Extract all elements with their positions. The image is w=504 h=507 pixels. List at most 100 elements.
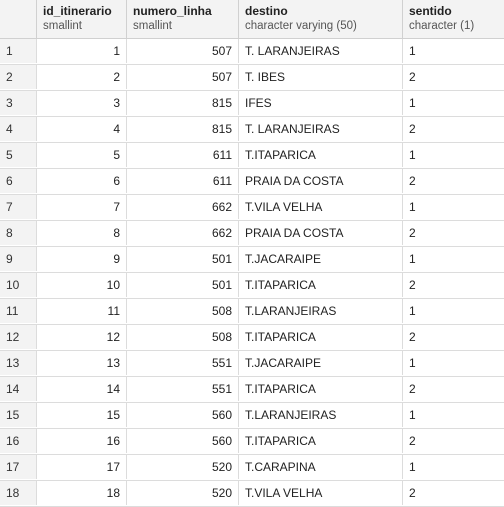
row-number[interactable]: 10 bbox=[0, 273, 37, 297]
row-number[interactable]: 11 bbox=[0, 299, 37, 323]
row-number[interactable]: 17 bbox=[0, 455, 37, 479]
table-row[interactable]: 10 10 501 T.ITAPARICA 2 bbox=[0, 273, 504, 299]
table-row[interactable]: 4 4 815 T. LARANJEIRAS 2 bbox=[0, 117, 504, 143]
cell-id-itinerario[interactable]: 8 bbox=[37, 221, 127, 245]
cell-destino[interactable]: T.JACARAIPE bbox=[239, 351, 403, 375]
cell-sentido[interactable]: 2 bbox=[409, 434, 416, 448]
cell-id-itinerario[interactable]: 12 bbox=[37, 325, 127, 349]
row-number[interactable]: 8 bbox=[0, 221, 37, 245]
table-row[interactable]: 17 17 520 T.CARAPINA 1 bbox=[0, 455, 504, 481]
cell-sentido[interactable]: 1 bbox=[409, 356, 416, 370]
table-row[interactable]: 7 7 662 T.VILA VELHA 1 bbox=[0, 195, 504, 221]
cell-sentido[interactable]: 2 bbox=[409, 382, 416, 396]
cell-destino[interactable]: T.ITAPARICA bbox=[239, 325, 403, 349]
cell-id-itinerario[interactable]: 7 bbox=[37, 195, 127, 219]
cell-sentido[interactable]: 1 bbox=[409, 304, 416, 318]
cell-sentido[interactable]: 1 bbox=[409, 200, 416, 214]
cell-numero-linha[interactable]: 520 bbox=[127, 455, 239, 479]
table-row[interactable]: 5 5 611 T.ITAPARICA 1 bbox=[0, 143, 504, 169]
column-header-destino[interactable]: destino character varying (50) bbox=[239, 0, 403, 38]
row-number[interactable]: 14 bbox=[0, 377, 37, 401]
cell-numero-linha[interactable]: 662 bbox=[127, 221, 239, 245]
cell-numero-linha[interactable]: 507 bbox=[127, 39, 239, 63]
cell-id-itinerario[interactable]: 18 bbox=[37, 481, 127, 505]
table-row[interactable]: 6 6 611 PRAIA DA COSTA 2 bbox=[0, 169, 504, 195]
cell-sentido[interactable]: 2 bbox=[409, 330, 416, 344]
cell-id-itinerario[interactable]: 3 bbox=[37, 91, 127, 115]
cell-sentido[interactable]: 2 bbox=[409, 278, 416, 292]
cell-destino[interactable]: PRAIA DA COSTA bbox=[239, 169, 403, 193]
column-header-sentido[interactable]: sentido character (1) bbox=[403, 0, 504, 38]
cell-sentido[interactable]: 1 bbox=[409, 96, 416, 110]
cell-numero-linha[interactable]: 520 bbox=[127, 481, 239, 505]
cell-numero-linha[interactable]: 501 bbox=[127, 273, 239, 297]
cell-sentido[interactable]: 2 bbox=[409, 122, 416, 136]
cell-sentido[interactable]: 2 bbox=[409, 70, 416, 84]
cell-numero-linha[interactable]: 611 bbox=[127, 143, 239, 167]
cell-sentido[interactable]: 1 bbox=[409, 44, 416, 58]
row-number[interactable]: 15 bbox=[0, 403, 37, 427]
cell-sentido[interactable]: 2 bbox=[409, 174, 416, 188]
cell-destino[interactable]: T.ITAPARICA bbox=[239, 273, 403, 297]
row-number[interactable]: 12 bbox=[0, 325, 37, 349]
cell-destino[interactable]: T.JACARAIPE bbox=[239, 247, 403, 271]
cell-id-itinerario[interactable]: 11 bbox=[37, 299, 127, 323]
cell-numero-linha[interactable]: 508 bbox=[127, 299, 239, 323]
row-number[interactable]: 6 bbox=[0, 169, 37, 193]
cell-destino[interactable]: T.LARANJEIRAS bbox=[239, 403, 403, 427]
table-row[interactable]: 14 14 551 T.ITAPARICA 2 bbox=[0, 377, 504, 403]
cell-numero-linha[interactable]: 611 bbox=[127, 169, 239, 193]
cell-destino[interactable]: T. LARANJEIRAS bbox=[239, 117, 403, 141]
table-row[interactable]: 11 11 508 T.LARANJEIRAS 1 bbox=[0, 299, 504, 325]
row-number[interactable]: 3 bbox=[0, 91, 37, 115]
cell-sentido[interactable]: 1 bbox=[409, 148, 416, 162]
cell-numero-linha[interactable]: 507 bbox=[127, 65, 239, 89]
cell-destino[interactable]: T. LARANJEIRAS bbox=[239, 39, 403, 63]
cell-sentido[interactable]: 1 bbox=[409, 460, 416, 474]
row-number-header[interactable] bbox=[0, 0, 37, 38]
row-number[interactable]: 16 bbox=[0, 429, 37, 453]
cell-destino[interactable]: T. IBES bbox=[239, 65, 403, 89]
cell-numero-linha[interactable]: 508 bbox=[127, 325, 239, 349]
cell-destino[interactable]: IFES bbox=[239, 91, 403, 115]
row-number[interactable]: 7 bbox=[0, 195, 37, 219]
cell-id-itinerario[interactable]: 5 bbox=[37, 143, 127, 167]
cell-numero-linha[interactable]: 815 bbox=[127, 117, 239, 141]
cell-destino[interactable]: T.ITAPARICA bbox=[239, 143, 403, 167]
row-number[interactable]: 4 bbox=[0, 117, 37, 141]
column-header-id-itinerario[interactable]: id_itinerario smallint bbox=[37, 0, 127, 38]
table-row[interactable]: 3 3 815 IFES 1 bbox=[0, 91, 504, 117]
table-row[interactable]: 13 13 551 T.JACARAIPE 1 bbox=[0, 351, 504, 377]
cell-numero-linha[interactable]: 815 bbox=[127, 91, 239, 115]
cell-id-itinerario[interactable]: 17 bbox=[37, 455, 127, 479]
table-row[interactable]: 9 9 501 T.JACARAIPE 1 bbox=[0, 247, 504, 273]
cell-numero-linha[interactable]: 551 bbox=[127, 351, 239, 375]
cell-id-itinerario[interactable]: 10 bbox=[37, 273, 127, 297]
cell-numero-linha[interactable]: 662 bbox=[127, 195, 239, 219]
cell-sentido[interactable]: 1 bbox=[409, 252, 416, 266]
row-number[interactable]: 9 bbox=[0, 247, 37, 271]
cell-numero-linha[interactable]: 501 bbox=[127, 247, 239, 271]
cell-id-itinerario[interactable]: 1 bbox=[37, 39, 127, 63]
cell-destino[interactable]: T.LARANJEIRAS bbox=[239, 299, 403, 323]
row-number[interactable]: 18 bbox=[0, 481, 37, 505]
cell-destino[interactable]: T.ITAPARICA bbox=[239, 377, 403, 401]
row-number[interactable]: 2 bbox=[0, 65, 37, 89]
table-row[interactable]: 16 16 560 T.ITAPARICA 2 bbox=[0, 429, 504, 455]
column-header-numero-linha[interactable]: numero_linha smallint bbox=[127, 0, 239, 38]
cell-id-itinerario[interactable]: 14 bbox=[37, 377, 127, 401]
cell-sentido[interactable]: 2 bbox=[409, 226, 416, 240]
table-row[interactable]: 15 15 560 T.LARANJEIRAS 1 bbox=[0, 403, 504, 429]
cell-destino[interactable]: T.CARAPINA bbox=[239, 455, 403, 479]
cell-sentido[interactable]: 1 bbox=[409, 408, 416, 422]
row-number[interactable]: 1 bbox=[0, 39, 37, 63]
table-row[interactable]: 12 12 508 T.ITAPARICA 2 bbox=[0, 325, 504, 351]
cell-numero-linha[interactable]: 551 bbox=[127, 377, 239, 401]
cell-id-itinerario[interactable]: 2 bbox=[37, 65, 127, 89]
table-row[interactable]: 2 2 507 T. IBES 2 bbox=[0, 65, 504, 91]
cell-sentido[interactable]: 2 bbox=[409, 486, 416, 500]
table-row[interactable]: 18 18 520 T.VILA VELHA 2 bbox=[0, 481, 504, 507]
cell-id-itinerario[interactable]: 15 bbox=[37, 403, 127, 427]
table-row[interactable]: 8 8 662 PRAIA DA COSTA 2 bbox=[0, 221, 504, 247]
cell-id-itinerario[interactable]: 6 bbox=[37, 169, 127, 193]
